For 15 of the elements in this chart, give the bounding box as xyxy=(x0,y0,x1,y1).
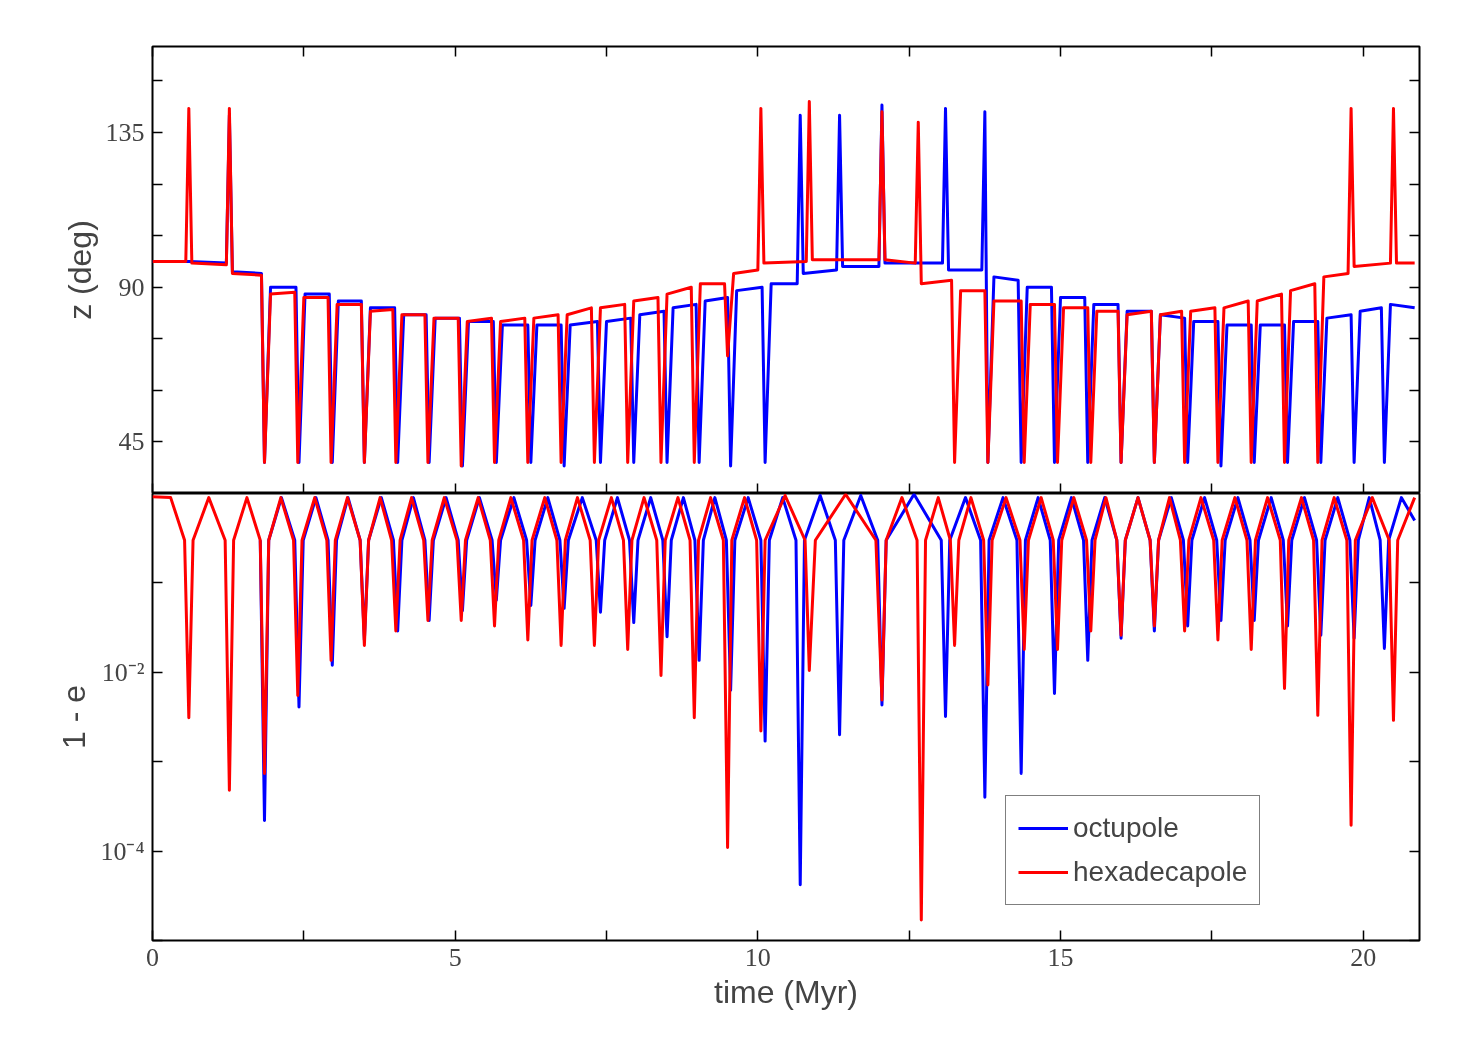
x-tick-label: 20 xyxy=(1350,942,1377,972)
y-axis-title: z (deg) xyxy=(61,220,98,320)
y-tick-label: 45 xyxy=(118,427,145,457)
x-tick-label: 15 xyxy=(1047,942,1074,972)
x-tick-label: 10 xyxy=(744,942,771,972)
y-tick-label: 135 xyxy=(105,117,145,147)
x-axis-title: time (Myr) xyxy=(714,973,858,1010)
y-tick-label: 10⁻⁴ xyxy=(100,836,145,866)
y-tick-label: 90 xyxy=(118,272,145,302)
legend-label: octupole xyxy=(1073,811,1179,845)
x-tick-label: 0 xyxy=(146,942,159,972)
y-tick-label: 10⁻² xyxy=(101,657,145,687)
y-axis-title: 1 - e xyxy=(56,684,93,750)
x-tick-label: 5 xyxy=(448,942,462,972)
legend-label: hexadecapole xyxy=(1073,855,1248,889)
